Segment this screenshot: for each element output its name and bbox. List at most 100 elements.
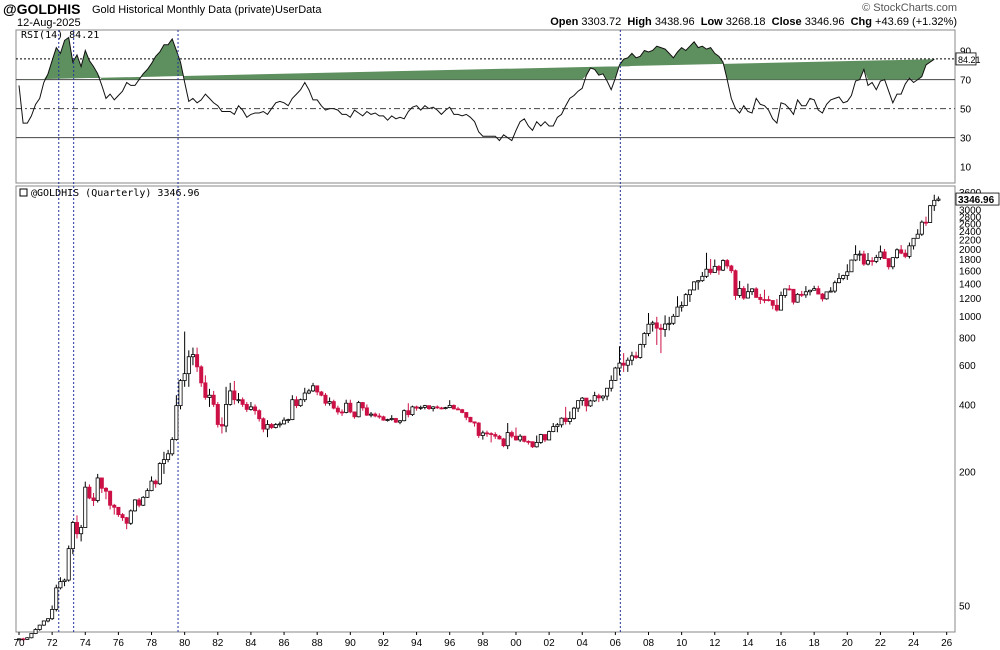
data-source: UserData [275, 4, 322, 16]
price-tick-label: 1000 [959, 312, 982, 323]
candle [832, 280, 837, 294]
candle [849, 259, 854, 273]
rsi-value-label: 84.21 [958, 55, 981, 65]
candle-body [783, 288, 788, 296]
candle-body [54, 587, 59, 610]
candle [890, 257, 895, 270]
candle-body [79, 527, 84, 535]
candle [311, 382, 316, 392]
candle-body [398, 420, 403, 423]
candle-body [733, 270, 738, 296]
x-tick-label: 06 [610, 638, 622, 649]
candle [228, 382, 233, 406]
candle-body [455, 408, 460, 411]
candle [157, 462, 162, 485]
candle [894, 248, 899, 259]
candle-body [667, 322, 672, 325]
candle [551, 423, 556, 433]
price-tick-label: 600 [959, 361, 976, 372]
candle-body [501, 438, 506, 447]
candle-body [542, 434, 547, 441]
candle [708, 259, 713, 275]
candle-body [103, 487, 108, 492]
candle-body [874, 257, 879, 262]
candle-body [402, 410, 407, 422]
candle [696, 280, 701, 290]
candle [435, 405, 440, 409]
candle-body [658, 327, 663, 330]
candle-legend-icon [19, 188, 28, 197]
candle-body [650, 322, 655, 325]
candle [364, 404, 369, 416]
candle [377, 413, 382, 419]
candle [37, 624, 42, 631]
candle [559, 417, 564, 428]
candle-body [596, 395, 601, 399]
candle [451, 404, 456, 410]
candle [625, 357, 630, 372]
candle [758, 293, 763, 305]
candle [195, 347, 200, 372]
candle [340, 409, 345, 416]
candle-body [95, 477, 100, 501]
x-tick-label: 96 [444, 638, 456, 649]
candle-body [770, 300, 775, 306]
candle-body [273, 424, 278, 428]
candle-body [174, 405, 179, 441]
candle-body [99, 477, 104, 489]
price-tick-label: 50 [959, 601, 971, 612]
candle-body [25, 637, 30, 640]
candle-body [66, 548, 71, 581]
rsi-title: RSI(14) 84.21 [21, 30, 99, 41]
candle-body [795, 293, 800, 303]
candle-body [741, 288, 746, 299]
candle-body [315, 385, 320, 393]
candle [907, 242, 912, 259]
candle-body [708, 268, 713, 273]
candle [526, 440, 531, 445]
x-tick-label: 80 [179, 638, 191, 649]
candle-body [497, 435, 502, 440]
candle-body [716, 265, 721, 271]
candle-body [493, 434, 498, 437]
candle [497, 434, 502, 440]
x-tick-label: 92 [378, 638, 390, 649]
candle-body [849, 259, 854, 273]
candle [700, 271, 705, 282]
price-tick-label: 1400 [959, 279, 982, 290]
candle [70, 520, 75, 555]
candle [493, 432, 498, 439]
candle-body [522, 435, 527, 442]
candle [480, 430, 485, 440]
candle [103, 487, 108, 500]
candle [484, 430, 489, 437]
candle [865, 253, 870, 266]
candle-body [526, 440, 531, 443]
candle-body [124, 517, 129, 524]
x-tick-label: 88 [312, 638, 324, 649]
candle-body [257, 410, 262, 420]
x-tick-label: 14 [742, 638, 754, 649]
x-tick-label: 02 [544, 638, 556, 649]
close-value: 3346.96 [804, 16, 845, 28]
candle-body [282, 419, 287, 425]
x-tick-label: 74 [80, 638, 92, 649]
price-tick-label: 800 [959, 333, 976, 344]
candle [83, 481, 88, 528]
candle [348, 399, 353, 414]
candle [476, 422, 481, 438]
stockcharts-logo[interactable]: © StockCharts.com [862, 2, 957, 14]
candle [161, 451, 166, 474]
candle [422, 404, 427, 410]
candle-body [410, 406, 415, 416]
candle [845, 264, 850, 280]
price-value-label: 3346.96 [958, 195, 995, 206]
candle-body [393, 418, 398, 423]
candle-body [530, 441, 535, 448]
candle-body [45, 618, 50, 622]
candle-body [894, 249, 899, 259]
open-value: 3303.72 [581, 16, 622, 28]
candle-body [33, 629, 38, 634]
x-tick-label: 98 [477, 638, 489, 649]
